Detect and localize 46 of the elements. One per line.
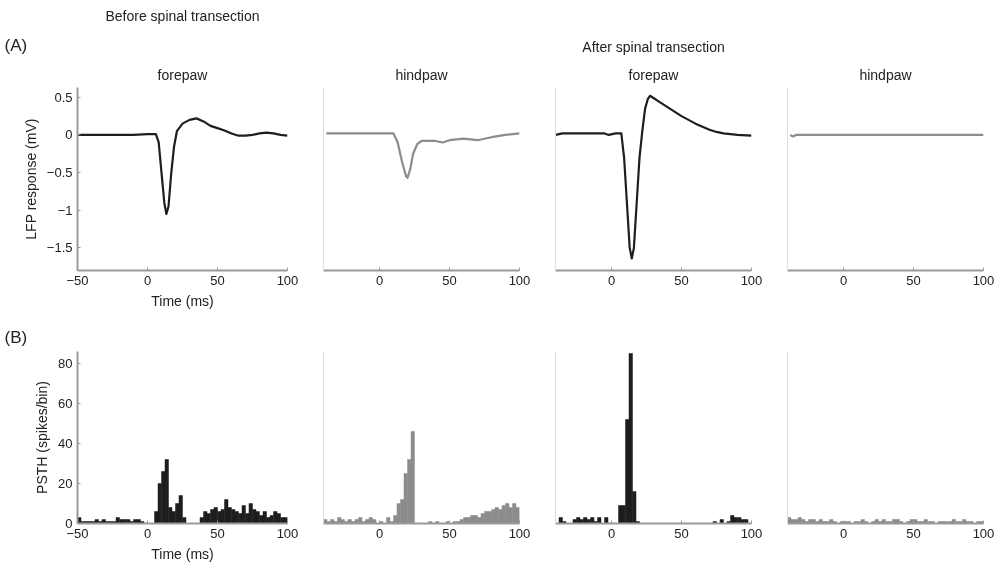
x-tick-label: 50 [442,272,457,288]
x-tick-label: −50 [66,272,89,288]
y-tick-label: −0.5 [46,165,73,181]
x-tick-label: 50 [210,272,225,288]
x-tick-label: 0 [375,272,384,288]
x-tick-label: 100 [740,525,763,541]
x-tick-label: 0 [143,272,152,288]
chart-title: hindpaw [395,66,449,83]
text: (B) [4,327,28,347]
x-tick-label: 50 [210,525,225,541]
x-tick-label: 100 [276,525,299,541]
x-tick-label: 100 [508,272,531,288]
x-tick-label: 50 [674,272,689,288]
x-tick-label: 0 [375,525,384,541]
text: Before spinal transection [105,7,260,24]
text: (A) [4,35,28,55]
x-axis-title: Time (ms) [151,292,214,309]
y-tick-label: 0 [65,127,73,143]
x-tick-label: 0 [839,525,848,541]
y-tick-label: 80 [58,356,73,371]
x-tick-label: 0 [607,272,616,288]
chart-title: forepaw [628,66,680,83]
y-tick-label: 40 [58,436,73,451]
y-tick-label: 60 [58,396,73,411]
x-tick-label: 0 [143,525,152,541]
chart-title: hindpaw [859,66,913,83]
x-tick-label: 0 [839,272,848,288]
x-tick-label: 100 [740,272,763,288]
x-axis-title: Time (ms) [151,545,214,562]
x-tick-label: 100 [508,525,531,541]
y-tick-label: 0.5 [54,89,73,105]
x-tick-label: 100 [972,272,995,288]
y-axis-title: LFP response (mV) [22,118,39,240]
y-tick-label: −1 [57,202,73,218]
x-tick-label: 50 [906,525,921,541]
x-tick-label: 100 [972,525,995,541]
x-tick-label: 50 [674,525,689,541]
x-tick-label: 0 [607,525,616,541]
y-axis-title: PSTH (spikes/bin) [34,381,51,494]
text: After spinal transection [582,38,725,55]
x-tick-label: 50 [442,525,457,541]
y-tick-label: 20 [58,476,73,491]
x-tick-label: 100 [276,272,299,288]
x-tick-label: 50 [906,272,921,288]
chart-title: forepaw [157,66,209,83]
y-tick-label: −1.5 [46,240,73,256]
